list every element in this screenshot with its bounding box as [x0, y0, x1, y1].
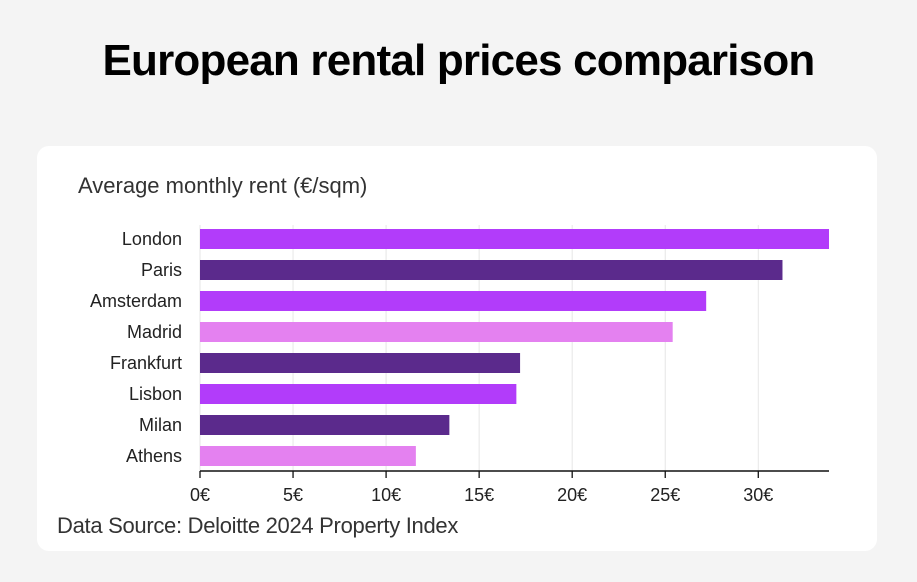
category-label: Amsterdam — [90, 291, 182, 311]
bar-amsterdam — [200, 291, 707, 311]
chart-card — [37, 146, 877, 551]
chart-subtitle: Average monthly rent (€/sqm) — [78, 173, 368, 198]
category-label: Milan — [139, 415, 182, 435]
x-tick-label: 5€ — [283, 485, 303, 505]
data-source: Data Source: Deloitte 2024 Property Inde… — [57, 513, 459, 538]
bar-paris — [200, 260, 783, 280]
bar-milan — [200, 415, 450, 435]
bar-athens — [200, 446, 416, 466]
category-label: Athens — [126, 446, 182, 466]
page-title: European rental prices comparison — [102, 36, 815, 85]
bars — [200, 229, 829, 466]
bar-frankfurt — [200, 353, 521, 373]
bar-london — [200, 229, 829, 249]
category-label: Paris — [141, 260, 182, 280]
x-tick-label: 30€ — [743, 485, 773, 505]
x-tick-label: 10€ — [371, 485, 401, 505]
bar-madrid — [200, 322, 673, 342]
category-label: Lisbon — [129, 384, 182, 404]
bar-lisbon — [200, 384, 517, 404]
x-axis: 0€ 5€ 10€ 15€ 20€ 25€ 30€ — [190, 470, 829, 505]
x-tick-label: 25€ — [650, 485, 680, 505]
category-labels: London Paris Amsterdam Madrid Frankfurt Lisbo… — [90, 229, 182, 466]
x-tick-label: 15€ — [464, 485, 494, 505]
category-label: Frankfurt — [110, 353, 182, 373]
x-tick-label: 0€ — [190, 485, 210, 505]
category-label: London — [122, 229, 182, 249]
x-tick-label: 20€ — [557, 485, 587, 505]
category-label: Madrid — [127, 322, 182, 342]
